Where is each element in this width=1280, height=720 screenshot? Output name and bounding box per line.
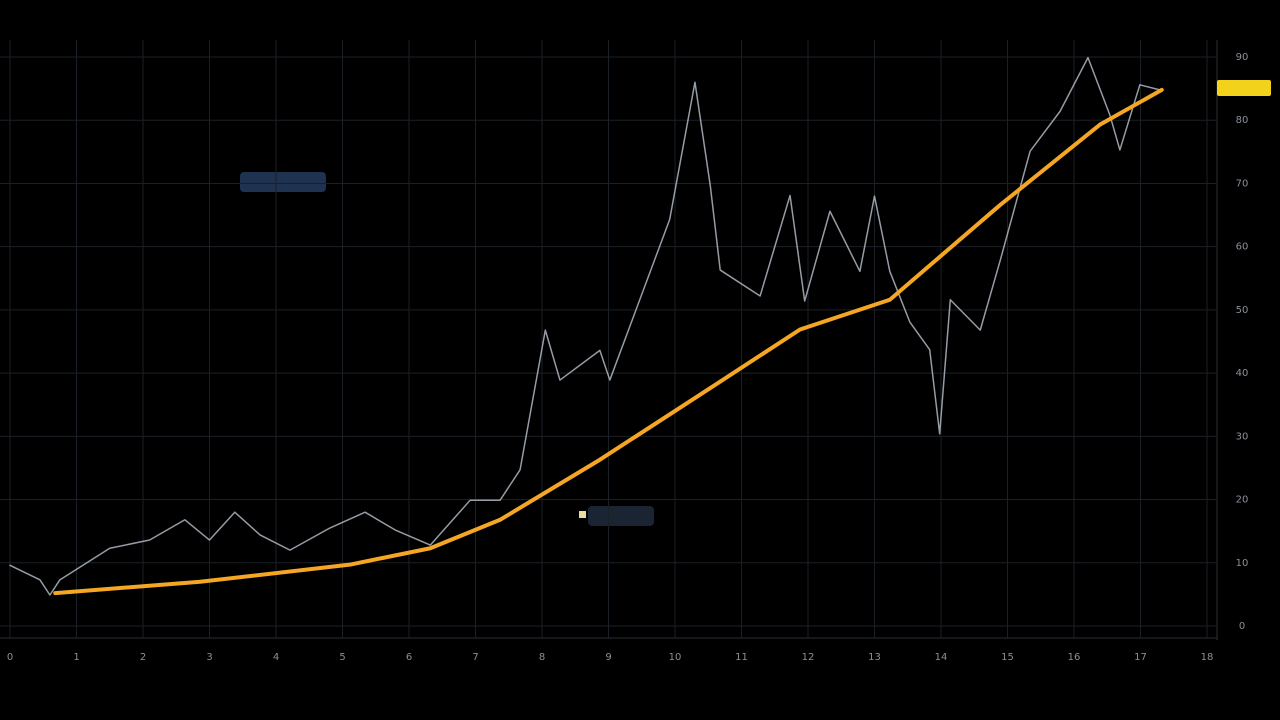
y-tick-label: 70 — [1236, 178, 1249, 189]
x-tick-label: 8 — [539, 652, 545, 663]
x-tick-label: 6 — [406, 652, 412, 663]
x-tick-label: 15 — [1001, 652, 1014, 663]
price-line — [9, 56, 1161, 596]
price-tag — [1217, 80, 1271, 96]
y-tick-label: 60 — [1236, 242, 1249, 253]
x-tick-label: 1 — [73, 652, 79, 663]
info-box — [588, 506, 654, 526]
marker — [579, 511, 586, 518]
x-tick-label: 7 — [472, 652, 478, 663]
info-box — [240, 172, 326, 192]
x-tick-label: 10 — [669, 652, 682, 663]
x-tick-label: 18 — [1201, 652, 1214, 663]
x-tick-label: 17 — [1134, 652, 1147, 663]
x-tick-label: 0 — [7, 652, 13, 663]
y-tick-label: 40 — [1236, 368, 1249, 379]
x-tick-label: 2 — [140, 652, 146, 663]
x-tick-label: 16 — [1068, 652, 1081, 663]
y-tick-label: 80 — [1236, 115, 1249, 126]
x-tick-label: 4 — [273, 652, 279, 663]
y-tick-label: 90 — [1236, 52, 1249, 63]
y-tick-label: 20 — [1236, 495, 1249, 506]
trend-line — [53, 87, 1164, 596]
x-tick-label: 11 — [735, 652, 748, 663]
y-tick-label: 30 — [1236, 431, 1249, 442]
x-tick-label: 14 — [935, 652, 948, 663]
x-tick-label: 9 — [605, 652, 611, 663]
x-tick-label: 3 — [206, 652, 212, 663]
y-tick-label: 10 — [1236, 558, 1249, 569]
x-tick-label: 13 — [868, 652, 881, 663]
x-tick-label: 5 — [339, 652, 345, 663]
y-tick-label: 50 — [1236, 305, 1249, 316]
x-tick-label: 12 — [802, 652, 815, 663]
y-tick-label: 0 — [1239, 621, 1245, 632]
